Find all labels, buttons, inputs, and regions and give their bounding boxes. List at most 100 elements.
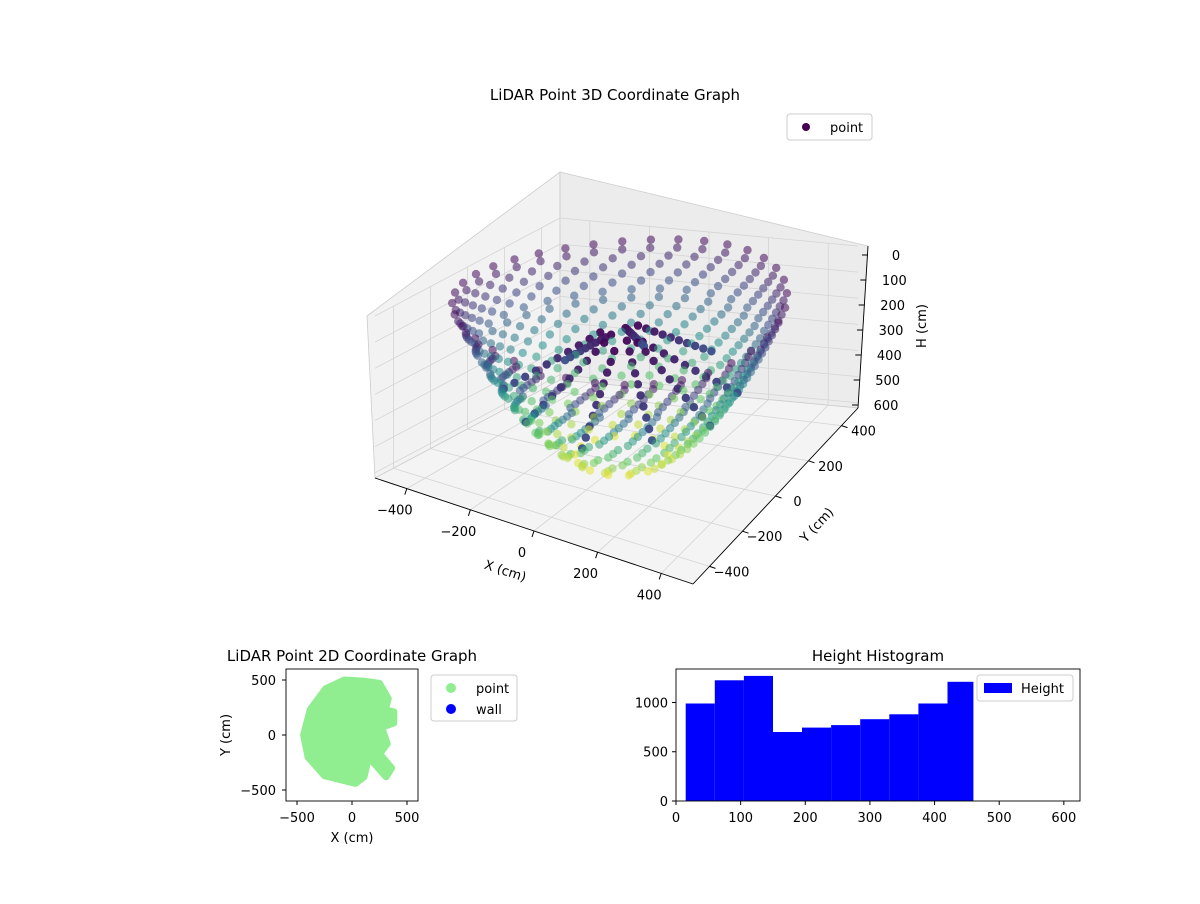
point-3d	[477, 304, 486, 313]
point-cloud-2d	[300, 676, 398, 787]
point-3d	[471, 269, 481, 279]
point-3d	[505, 273, 514, 282]
z-tick-label: 300	[879, 324, 904, 339]
y-axis-label: Y (cm)	[797, 505, 837, 547]
point-3d	[636, 352, 645, 362]
point-3d	[535, 281, 544, 291]
point-3d	[691, 366, 700, 375]
point-3d	[727, 267, 737, 277]
point-3d	[639, 402, 648, 411]
point-3d	[700, 352, 709, 361]
point-3d	[589, 248, 599, 257]
point-3d	[475, 316, 484, 325]
point-3d	[527, 292, 536, 301]
point-3d	[663, 336, 672, 345]
point-3d	[699, 344, 708, 353]
point-3d	[474, 277, 484, 286]
point-3d	[480, 349, 489, 358]
point-3d	[654, 344, 663, 353]
point-3d	[759, 307, 768, 317]
point-3d	[604, 453, 613, 462]
x-tick-2d: 0	[348, 811, 356, 826]
point-3d	[723, 303, 733, 312]
point-3d	[674, 235, 683, 244]
histogram-bar	[802, 727, 832, 801]
point-3d	[646, 235, 656, 244]
grid-line	[430, 448, 743, 532]
point-3d	[527, 267, 537, 276]
legend-point-label: point	[830, 121, 863, 136]
point-3d	[622, 336, 632, 345]
legend-wall-label: wall	[476, 703, 502, 718]
point-3d	[606, 357, 615, 367]
point-3d	[625, 347, 634, 356]
point-3d	[759, 253, 769, 263]
y-tick-mark	[775, 495, 782, 499]
point-3d	[545, 330, 555, 339]
point-3d	[646, 458, 656, 467]
point-3d	[484, 319, 493, 328]
point-3d	[598, 346, 608, 355]
point-3d	[664, 251, 673, 260]
point-3d	[756, 261, 766, 271]
legend-point-marker	[446, 683, 456, 693]
grid-line	[559, 322, 859, 351]
point-3d	[680, 294, 690, 303]
point-3d	[740, 334, 749, 343]
point-3d	[776, 283, 785, 292]
point-3d	[743, 245, 752, 255]
point-3d	[454, 295, 463, 304]
point-3d	[768, 295, 777, 304]
point-3d	[727, 324, 736, 334]
point-3d	[674, 336, 684, 345]
point-3d	[570, 266, 580, 276]
legend-2d: point wall	[430, 674, 518, 722]
point-3d	[535, 418, 544, 428]
point-3d	[510, 255, 519, 264]
point-3d	[651, 439, 661, 448]
point-3d	[604, 470, 613, 480]
point-3d	[700, 236, 709, 246]
histogram-x-tick-label: 200	[793, 811, 818, 826]
point-3d	[698, 379, 707, 389]
point-3d	[570, 387, 579, 397]
point-3d	[636, 276, 646, 285]
plot-3d-title: LiDAR Point 3D Coordinate Graph	[490, 86, 740, 104]
point-3d	[608, 254, 617, 263]
point-3d	[721, 274, 730, 284]
grid-line	[559, 269, 859, 299]
point-3d	[608, 336, 617, 346]
plot-3d: LiDAR Point 3D Coordinate Graph −400 −200…	[366, 86, 930, 603]
point-3d	[562, 309, 571, 318]
point-3d	[764, 320, 773, 329]
point-3d	[571, 299, 580, 308]
histogram-bar	[714, 680, 744, 801]
grid-line	[559, 348, 859, 378]
point-3d	[494, 354, 503, 364]
point-3d	[710, 317, 719, 326]
point-3d	[734, 341, 743, 350]
grid-line	[374, 217, 561, 317]
grid-line	[559, 217, 859, 247]
point-3d	[571, 324, 580, 334]
point-3d	[528, 384, 538, 393]
point-3d	[705, 422, 715, 432]
ticks-2d	[282, 679, 408, 805]
point-3d	[696, 395, 705, 404]
point-3d	[467, 313, 477, 323]
histogram-bar	[773, 732, 803, 801]
point-3d	[642, 413, 651, 422]
y-tick-label: 400	[851, 425, 876, 440]
point-3d	[570, 368, 580, 378]
y-tick-label: −200	[747, 530, 783, 545]
point-3d	[498, 284, 507, 293]
point-3d	[772, 289, 781, 298]
point-3d	[567, 435, 577, 444]
histogram-bar	[889, 714, 919, 801]
point-3d	[503, 357, 513, 366]
histogram-y-tick-label: 500	[643, 746, 668, 761]
point-3d	[552, 286, 561, 295]
point-3d	[532, 352, 541, 361]
point-3d	[700, 428, 710, 437]
